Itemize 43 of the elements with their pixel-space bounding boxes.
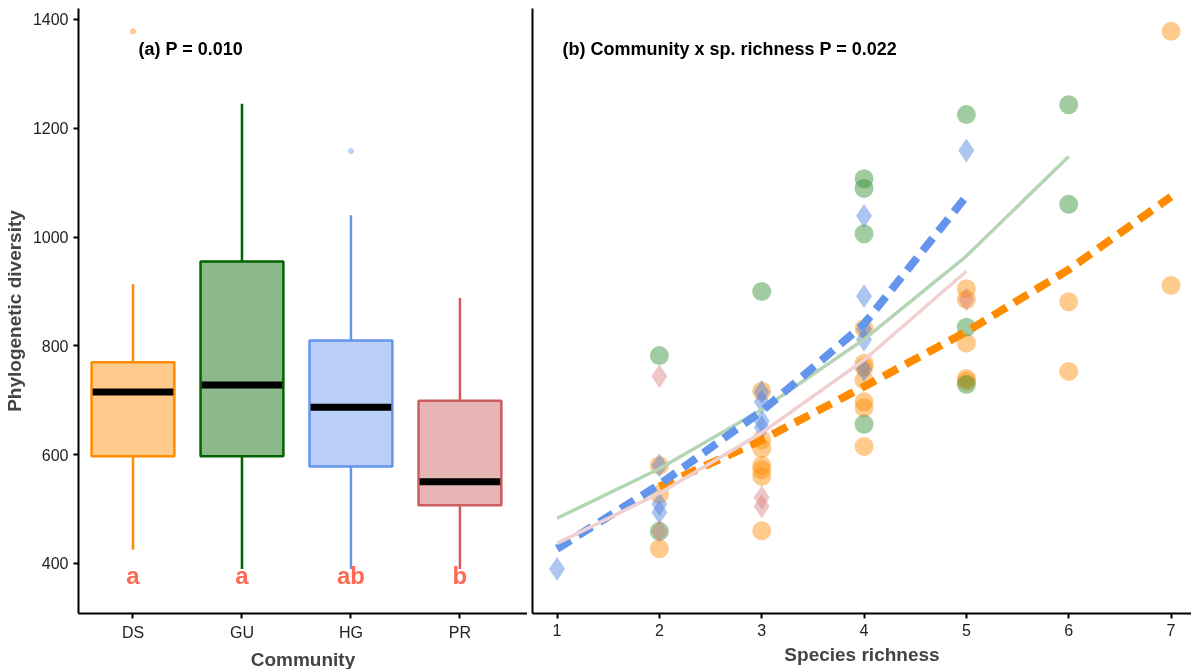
point: [752, 466, 772, 486]
x-tick-label: 2: [654, 621, 664, 639]
text: (b) Community x sp. richness P = 0.022: [562, 38, 897, 59]
y-tick-label: 1000: [32, 229, 69, 247]
point: [1161, 21, 1181, 41]
text: (a) P = 0.010: [138, 38, 243, 59]
annotation: b: [452, 561, 468, 589]
point: [752, 521, 772, 541]
point: [649, 539, 669, 559]
x-tick-label: 4: [859, 621, 869, 639]
point: [1059, 361, 1079, 381]
y-axis-title: Phylogenetic diversity: [3, 209, 25, 412]
x-tick-label: GU: [229, 623, 254, 641]
x-tick-label: PR: [448, 623, 472, 641]
point: [854, 179, 874, 199]
annotation: a: [126, 561, 141, 589]
x-tick-label: 6: [1064, 621, 1074, 639]
x-axis-title: Community: [250, 648, 356, 669]
point: [1059, 95, 1079, 115]
x-tick-label: HG: [338, 623, 363, 641]
point: [1059, 292, 1079, 312]
point: [649, 346, 669, 366]
x-tick-label: 3: [757, 621, 767, 639]
y-tick-label: 1400: [32, 11, 69, 29]
x-tick-label: 7: [1166, 621, 1176, 639]
x-tick-label: 1: [552, 621, 562, 639]
point: [1059, 194, 1079, 214]
point: [854, 224, 874, 244]
point: [854, 436, 874, 456]
point: [854, 414, 874, 434]
annotation: a: [235, 561, 250, 589]
annotation: ab: [336, 561, 365, 589]
point: [1161, 275, 1181, 295]
point: [956, 105, 976, 125]
y-tick-label: 800: [41, 337, 69, 355]
y-tick-label: 400: [41, 555, 69, 573]
x-tick-label: DS: [121, 623, 145, 641]
x-axis-title: Species richness: [784, 643, 940, 665]
y-tick-label: 1200: [32, 120, 69, 138]
point: [752, 281, 772, 301]
x-tick-label: 5: [961, 621, 971, 639]
y-tick-label: 600: [41, 446, 69, 464]
point: [854, 398, 874, 418]
